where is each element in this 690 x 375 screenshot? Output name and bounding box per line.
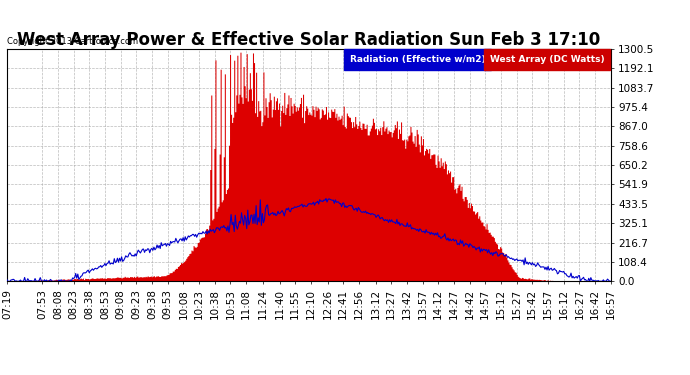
Title: West Array Power & Effective Solar Radiation Sun Feb 3 17:10: West Array Power & Effective Solar Radia… xyxy=(17,31,600,49)
Legend: Radiation (Effective w/m2), West Array (DC Watts): Radiation (Effective w/m2), West Array (… xyxy=(345,53,606,66)
Text: Copyright 2013 Cartronics.com: Copyright 2013 Cartronics.com xyxy=(7,38,138,46)
